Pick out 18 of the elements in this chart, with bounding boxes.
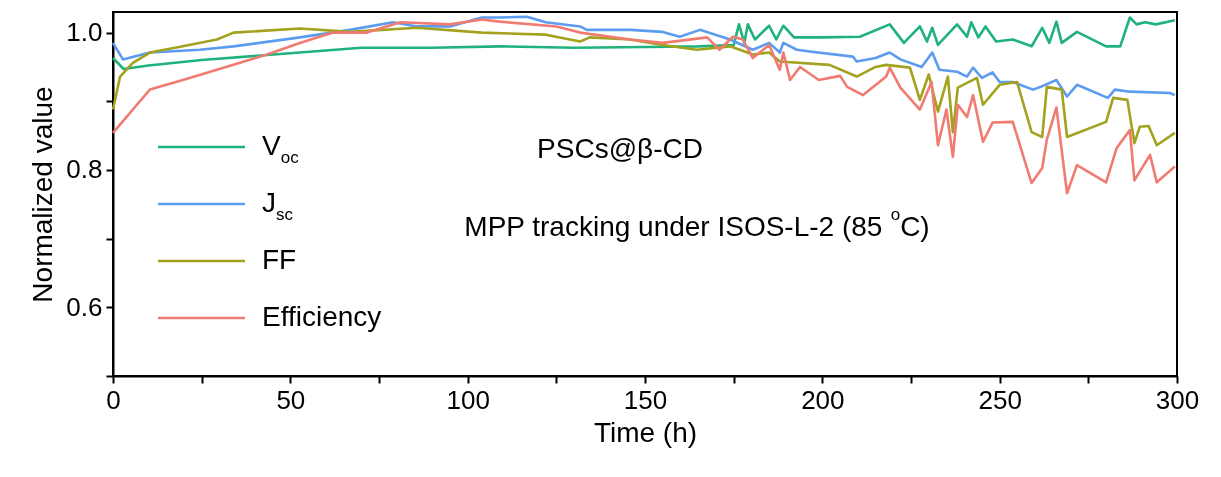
- annotation: PSCs@β-CD: [537, 133, 703, 164]
- line-series: [111, 16, 1177, 71]
- x-tick-label: 100: [446, 384, 490, 415]
- x-tick-label: 150: [623, 384, 668, 415]
- y-tick-label: 1.0: [66, 17, 103, 48]
- x-tick-label: 200: [801, 384, 845, 415]
- legend-label: Efficiency: [262, 301, 382, 332]
- line-series: [111, 15, 1177, 100]
- y-tick-label: 0.8: [66, 154, 103, 185]
- x-tick-label: 300: [1155, 384, 1200, 415]
- line-series: [111, 18, 1177, 195]
- x-tick-label: 250: [978, 384, 1022, 415]
- y-axis-title: Normalized value: [27, 86, 59, 303]
- x-tick-label: 50: [276, 384, 306, 415]
- x-axis-title: Time (h): [593, 416, 698, 448]
- x-tick-label: 0: [106, 384, 121, 415]
- legend-label: FF: [262, 244, 297, 275]
- y-tick-label: 0.6: [66, 291, 103, 322]
